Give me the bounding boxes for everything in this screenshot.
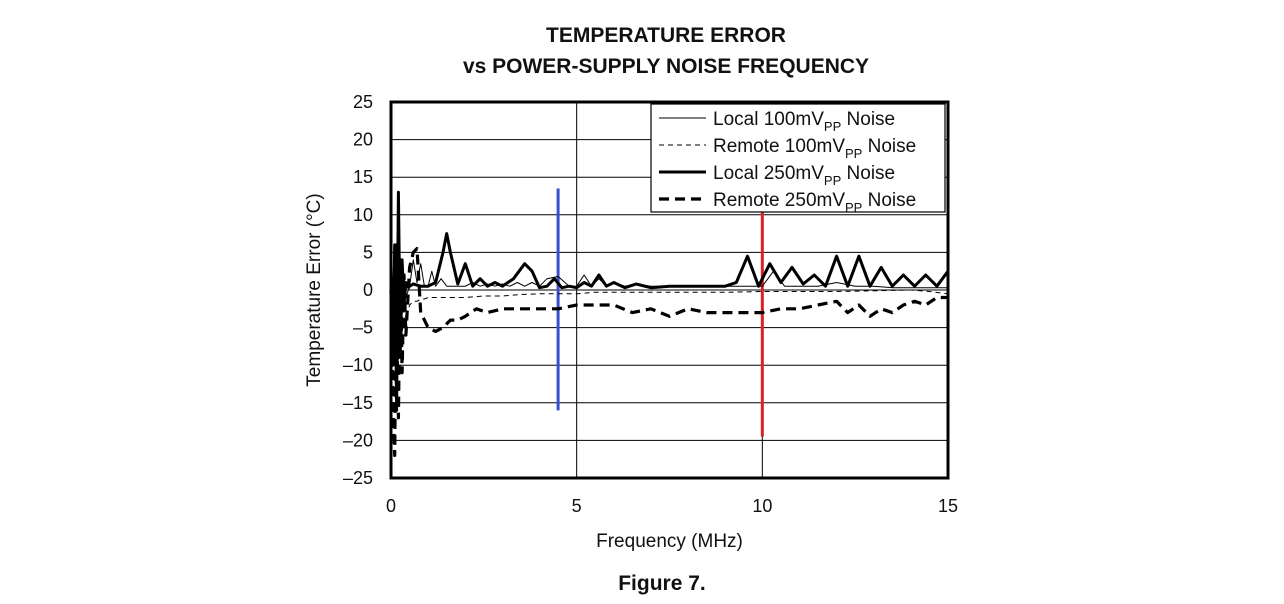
y-tick-label: 0 (363, 280, 373, 300)
y-tick-label: –25 (343, 468, 373, 488)
legend-label-4: Remote 250mVPP Noise (713, 190, 916, 215)
y-tick-label: 15 (353, 167, 373, 187)
x-tick-label: 15 (938, 496, 958, 516)
chart-title-line-1: TEMPERATURE ERROR (546, 24, 786, 47)
y-axis-ticks: 25 20 15 10 5 0 –5 –10 –15 –20 –25 (343, 92, 373, 488)
y-tick-label: –15 (343, 393, 373, 413)
x-tick-label: 10 (752, 496, 772, 516)
y-tick-label: –5 (353, 318, 373, 338)
x-axis-label: Frequency (MHz) (596, 531, 743, 552)
y-tick-label: –20 (343, 430, 373, 450)
plot-frame (389, 100, 950, 480)
y-tick-label: 20 (353, 130, 373, 150)
y-tick-label: 25 (353, 92, 373, 112)
legend-label-3: Local 250mVPP Noise (713, 163, 895, 188)
figure-caption: Figure 7. (618, 572, 706, 595)
legend-label-2: Remote 100mVPP Noise (713, 136, 916, 161)
legend-box (650, 103, 946, 213)
legend-label-1: Local 100mVPP Noise (713, 109, 895, 134)
y-axis-label: Temperature Error (°C) (304, 193, 325, 386)
series-lines (389, 190, 950, 457)
x-axis-ticks: 0 5 10 15 (386, 496, 958, 516)
y-tick-label: –10 (343, 355, 373, 375)
x-tick-label: 0 (386, 496, 396, 516)
annotation-lines (556, 188, 764, 437)
series-line-3 (389, 190, 950, 412)
y-tick-label: 5 (363, 242, 373, 262)
chart-title-line-2: vs POWER-SUPPLY NOISE FREQUENCY (463, 55, 869, 78)
x-tick-label: 5 (572, 496, 582, 516)
y-tick-label: 10 (353, 205, 373, 225)
series-line-4 (389, 243, 948, 457)
